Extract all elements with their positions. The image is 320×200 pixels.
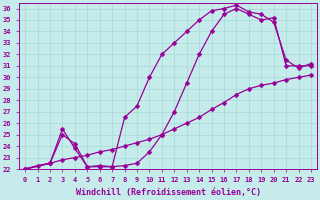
X-axis label: Windchill (Refroidissement éolien,°C): Windchill (Refroidissement éolien,°C) bbox=[76, 188, 260, 197]
